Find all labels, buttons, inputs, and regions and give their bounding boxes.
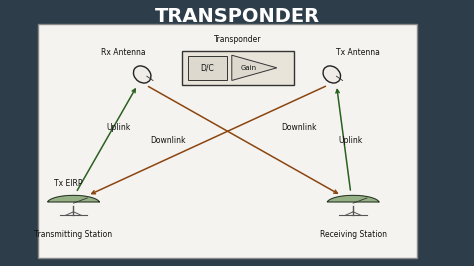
Text: Receiving Station: Receiving Station	[319, 230, 387, 239]
Text: Uplink: Uplink	[338, 136, 363, 146]
Text: Tx Antenna: Tx Antenna	[336, 48, 380, 57]
Ellipse shape	[134, 66, 151, 83]
Polygon shape	[47, 196, 100, 202]
Text: Downlink: Downlink	[281, 123, 316, 132]
FancyBboxPatch shape	[38, 24, 417, 258]
Text: Downlink: Downlink	[151, 136, 186, 146]
Text: Tx EIRP: Tx EIRP	[55, 178, 83, 188]
FancyBboxPatch shape	[188, 56, 227, 80]
Text: Transmitting Station: Transmitting Station	[35, 230, 112, 239]
Text: Transponder: Transponder	[214, 35, 262, 44]
Text: D/C: D/C	[201, 64, 215, 73]
Ellipse shape	[323, 66, 340, 83]
Polygon shape	[232, 55, 277, 80]
Polygon shape	[327, 196, 379, 202]
Text: Gain: Gain	[241, 65, 257, 71]
FancyBboxPatch shape	[182, 51, 294, 85]
Text: Uplink: Uplink	[106, 123, 131, 132]
Text: Rx Antenna: Rx Antenna	[101, 48, 146, 57]
Text: TRANSPONDER: TRANSPONDER	[155, 7, 319, 26]
